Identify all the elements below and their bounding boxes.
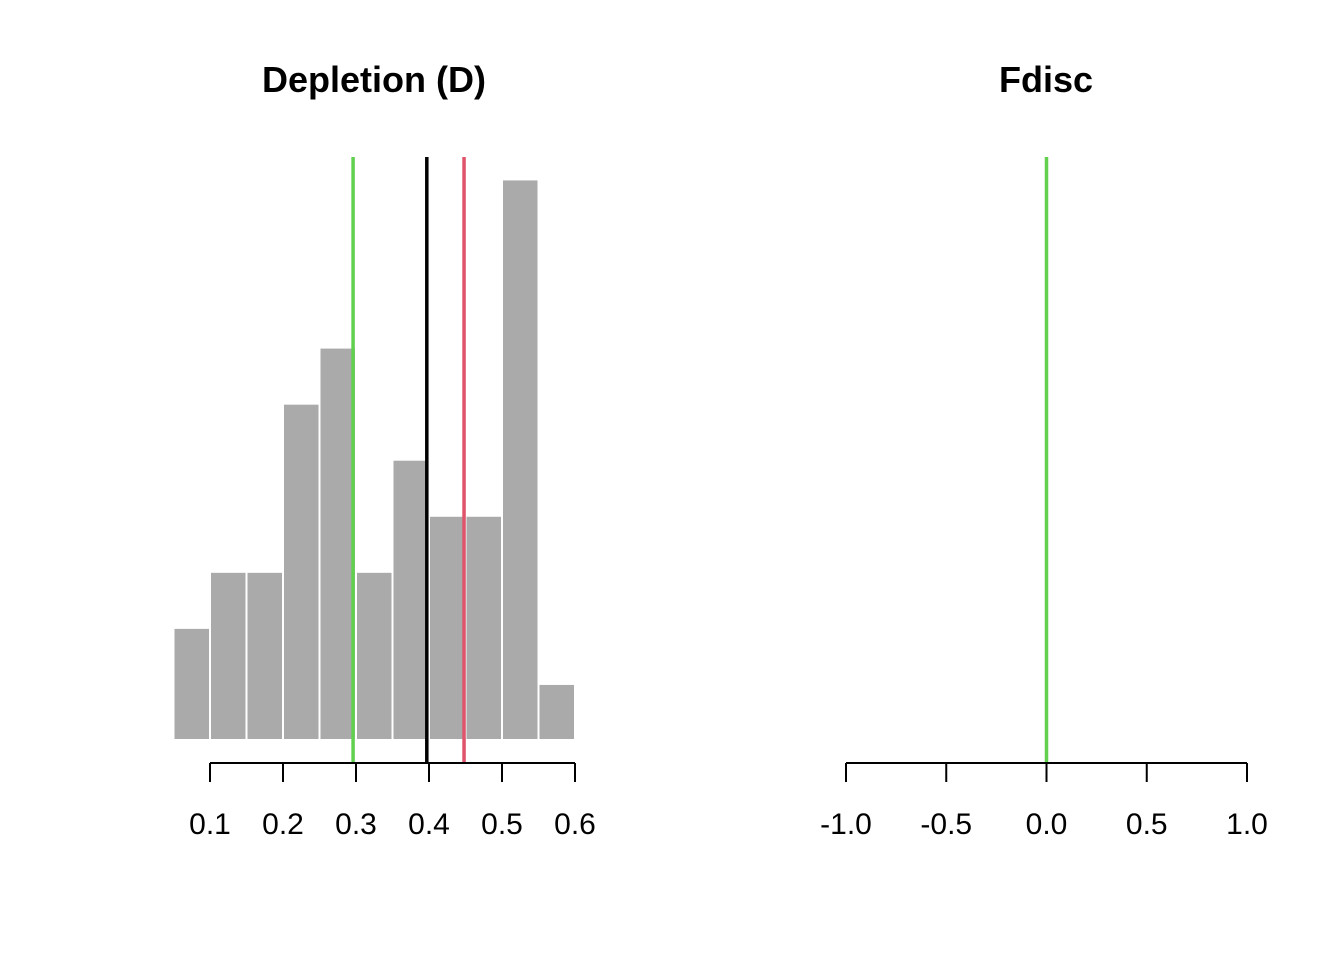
chart-title: Depletion (D) (262, 59, 486, 100)
histogram-bar (209, 570, 248, 741)
histogram-bar (355, 570, 394, 741)
histogram-bar (172, 626, 211, 742)
histogram-bar (245, 570, 284, 741)
panel-fdisc: Fdisc -1.0 -0.5 0.0 0.5 1.0 (820, 59, 1268, 841)
histogram-bar (318, 346, 357, 741)
x-tick-label: 0.4 (408, 808, 450, 841)
x-tick-label: -1.0 (820, 808, 872, 841)
histogram-bar (391, 458, 430, 741)
x-axis: -1.0 -0.5 0.0 0.5 1.0 (820, 762, 1268, 841)
chart-title: Fdisc (999, 59, 1093, 100)
histogram-bars (172, 178, 576, 742)
histogram-bar (464, 514, 503, 741)
histogram-bar (428, 514, 467, 741)
x-tick-label: 0.0 (1026, 808, 1068, 841)
histogram-bar (537, 682, 576, 742)
x-tick-label: 0.2 (262, 808, 304, 841)
x-tick-label: 0.5 (481, 808, 523, 841)
x-axis: 0.1 0.2 0.3 0.4 0.5 0.6 (189, 762, 596, 841)
panel-depletion: Depletion (D) 0.1 0.2 0.3 0.4 0.5 0.6 (172, 59, 596, 841)
x-tick-label: 0.1 (189, 808, 231, 841)
reference-lines (351, 157, 466, 763)
histogram-bar (501, 178, 540, 741)
histogram-bar (282, 402, 321, 741)
x-tick-label: 0.5 (1126, 808, 1168, 841)
x-tick-label: 0.3 (335, 808, 377, 841)
x-tick-label: 0.6 (554, 808, 596, 841)
x-tick-label: 1.0 (1226, 808, 1268, 841)
x-tick-label: -0.5 (920, 808, 972, 841)
